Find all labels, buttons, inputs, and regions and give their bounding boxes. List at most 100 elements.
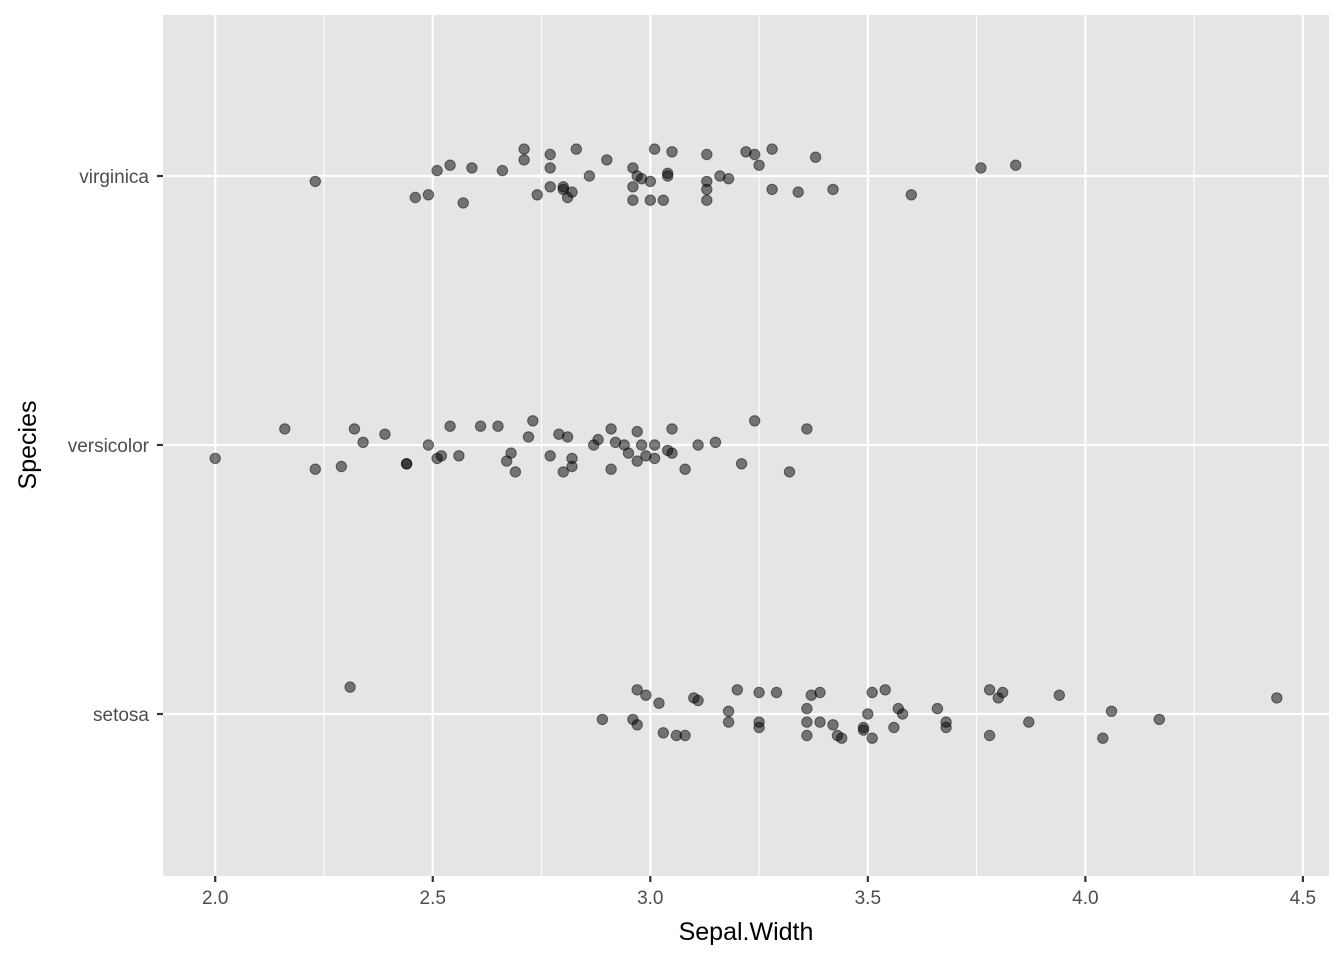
- data-point-versicolor: [635, 439, 648, 451]
- data-point-virginica: [544, 148, 556, 161]
- data-point-versicolor: [492, 420, 504, 432]
- data-point-virginica: [975, 162, 987, 174]
- data-point-virginica: [466, 162, 478, 174]
- data-point-virginica: [544, 162, 556, 174]
- data-point-virginica: [722, 173, 735, 185]
- data-point-setosa: [679, 729, 691, 742]
- data-point-versicolor: [648, 439, 661, 451]
- data-point-virginica: [496, 164, 509, 177]
- x-tick-label: 2.0: [202, 888, 228, 909]
- data-point-virginica: [627, 181, 639, 193]
- data-point-virginica: [701, 175, 713, 188]
- data-point-versicolor: [749, 415, 761, 427]
- data-point-setosa: [827, 719, 839, 731]
- data-point-versicolor: [335, 460, 348, 473]
- data-point-virginica: [518, 154, 530, 166]
- data-point-versicolor: [453, 450, 465, 462]
- data-point-setosa: [1105, 705, 1118, 717]
- data-point-versicolor: [309, 463, 321, 475]
- data-point-virginica: [827, 183, 839, 196]
- data-point-virginica: [766, 143, 778, 155]
- data-point-setosa: [1271, 692, 1283, 704]
- data-point-virginica: [644, 194, 656, 206]
- data-point-setosa: [596, 713, 609, 726]
- data-point-setosa: [836, 732, 848, 744]
- data-point-setosa: [1153, 713, 1166, 726]
- data-point-virginica: [657, 194, 669, 206]
- data-point-setosa: [866, 686, 878, 699]
- data-point-virginica: [518, 143, 530, 155]
- data-point-virginica: [666, 146, 678, 158]
- data-point-virginica: [309, 175, 321, 188]
- data-point-versicolor: [566, 460, 578, 473]
- data-point-virginica: [444, 159, 456, 171]
- data-point-setosa: [801, 716, 813, 728]
- data-point-versicolor: [692, 439, 704, 451]
- data-point-versicolor: [474, 420, 487, 432]
- data-point-versicolor: [435, 450, 448, 462]
- y-tick-label-virginica: virginica: [79, 167, 149, 188]
- data-point-versicolor: [348, 423, 361, 435]
- data-point-virginica: [701, 148, 713, 161]
- data-point-virginica: [809, 151, 822, 163]
- data-point-setosa: [631, 719, 643, 731]
- data-point-virginica: [457, 197, 469, 209]
- data-point-setosa: [344, 681, 356, 693]
- data-point-virginica: [905, 189, 917, 201]
- data-point-versicolor: [444, 420, 456, 432]
- data-point-versicolor: [679, 463, 691, 475]
- data-point-versicolor: [509, 466, 522, 478]
- data-point-virginica: [566, 186, 578, 198]
- data-point-virginica: [431, 164, 443, 177]
- data-point-versicolor: [648, 452, 661, 465]
- data-point-versicolor: [209, 452, 221, 465]
- data-point-setosa: [983, 729, 996, 742]
- data-point-setosa: [866, 732, 878, 744]
- data-point-setosa: [722, 716, 735, 728]
- data-point-setosa: [631, 684, 643, 696]
- data-point-versicolor: [279, 423, 291, 435]
- data-point-versicolor: [379, 428, 391, 440]
- data-point-setosa: [653, 697, 665, 709]
- x-axis: 2.0 2.5 3.0 3.5 4.0 4.5: [202, 876, 1316, 909]
- data-point-virginica: [422, 189, 435, 201]
- data-point-setosa: [1053, 689, 1066, 701]
- y-axis: setosa versicolor virginica: [68, 167, 163, 726]
- data-point-versicolor: [505, 447, 517, 459]
- data-point-versicolor: [544, 450, 556, 462]
- data-point-versicolor: [557, 466, 569, 478]
- data-point-setosa: [896, 708, 909, 720]
- data-point-setosa: [692, 694, 704, 707]
- x-tick-label: 2.5: [420, 888, 446, 909]
- data-point-virginica: [792, 186, 804, 198]
- data-point-setosa: [931, 702, 944, 715]
- data-point-versicolor: [605, 423, 617, 435]
- data-point-versicolor: [400, 458, 413, 470]
- data-point-setosa: [997, 686, 1009, 699]
- data-point-setosa: [862, 708, 874, 720]
- y-tick-label-versicolor: versicolor: [68, 436, 150, 457]
- x-tick-label: 3.5: [855, 888, 881, 909]
- data-point-setosa: [814, 716, 826, 728]
- data-point-versicolor: [783, 466, 796, 478]
- data-point-setosa: [814, 686, 826, 699]
- data-point-versicolor: [666, 423, 678, 435]
- data-point-versicolor: [527, 415, 539, 427]
- data-point-setosa: [940, 721, 952, 734]
- data-point-virginica: [557, 181, 569, 193]
- data-point-setosa: [753, 686, 765, 699]
- data-point-setosa: [1023, 716, 1035, 728]
- x-axis-title: Sepal.Width: [679, 918, 814, 946]
- data-point-virginica: [544, 181, 556, 193]
- data-point-virginica: [409, 191, 421, 204]
- data-point-versicolor: [631, 425, 643, 438]
- data-point-setosa: [888, 721, 900, 734]
- grid-major: [163, 15, 1329, 876]
- data-point-versicolor: [631, 455, 643, 467]
- y-tick-label-setosa: setosa: [93, 705, 149, 726]
- data-point-versicolor: [709, 436, 722, 448]
- data-point-virginica: [766, 183, 778, 196]
- x-tick-label: 4.0: [1072, 888, 1098, 909]
- data-point-virginica: [648, 143, 661, 155]
- data-point-setosa: [770, 686, 783, 699]
